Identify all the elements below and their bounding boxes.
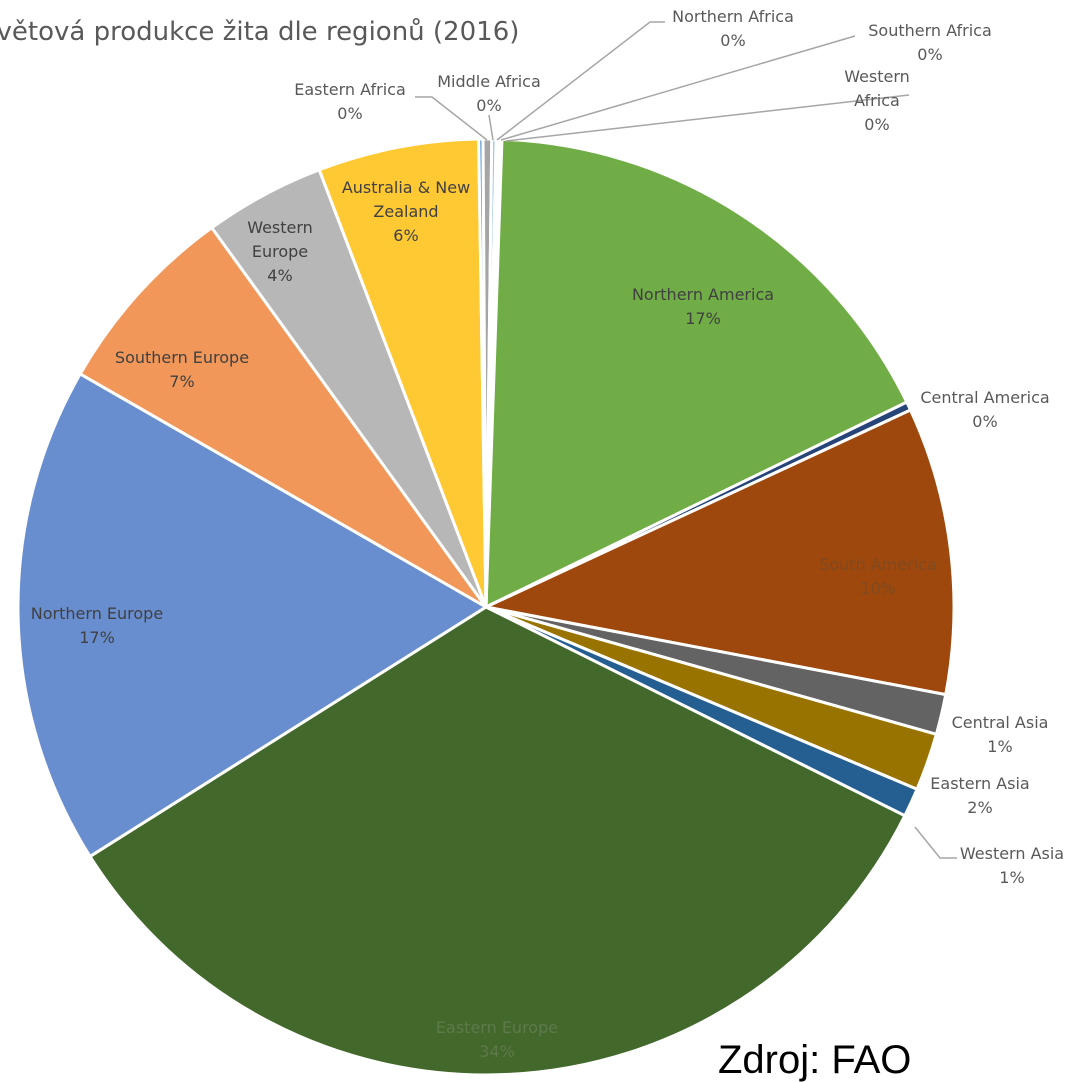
source-note: Zdroj: FAO <box>718 1038 912 1082</box>
leader-line-northern-africa <box>496 21 665 141</box>
data-label-northern-america: Northern America 17% <box>632 285 774 328</box>
data-label-southern-europe: Southern Europe 7% <box>115 348 249 391</box>
data-label-central-america: Central America 0% <box>920 388 1049 431</box>
leader-line-southern-africa <box>500 35 856 141</box>
slice-eastern-europe <box>88 605 907 1074</box>
data-label-middle-africa: Middle Africa 0% <box>437 72 541 115</box>
slice-south-america <box>484 408 956 697</box>
data-label-western-europe: Western Europe 4% <box>247 218 313 285</box>
leader-line-western-africa <box>505 94 910 142</box>
data-label-southern-africa: Southern Africa 0% <box>868 21 992 64</box>
data-label-northern-africa: Northern Africa 0% <box>672 7 794 50</box>
slice-australia-nz <box>317 137 488 609</box>
data-label-south-america: South America 10% <box>819 555 937 598</box>
data-label-australia-nz: Australia & New Zealand 6% <box>342 178 470 245</box>
pie-slices <box>16 137 956 1074</box>
leader-line-western-asia <box>914 826 957 859</box>
data-label-eastern-europe: Eastern Europe 34% <box>436 1018 558 1061</box>
leader-line-eastern-africa <box>415 96 488 141</box>
data-label-northern-europe: Northern Europe 17% <box>31 604 163 647</box>
leader-lines <box>415 21 957 859</box>
data-label-western-asia: Western Asia 1% <box>960 844 1064 887</box>
chart-title: Světová produkce žita dle regionů (2016) <box>0 17 519 47</box>
data-label-eastern-asia: Eastern Asia 2% <box>930 774 1029 817</box>
leader-line-middle-africa <box>488 114 494 141</box>
slice-southern-europe <box>78 226 488 609</box>
data-label-central-asia: Central Asia 1% <box>952 713 1049 756</box>
data-label-eastern-africa: Eastern Africa 0% <box>294 80 406 123</box>
slice-labels: Western Africa 0% Northern America 17% Centra… <box>31 7 1064 1061</box>
slice-northern-europe <box>16 372 488 858</box>
slice-northern-america <box>484 137 909 609</box>
data-label-western-africa: Western Africa 0% <box>844 67 910 134</box>
